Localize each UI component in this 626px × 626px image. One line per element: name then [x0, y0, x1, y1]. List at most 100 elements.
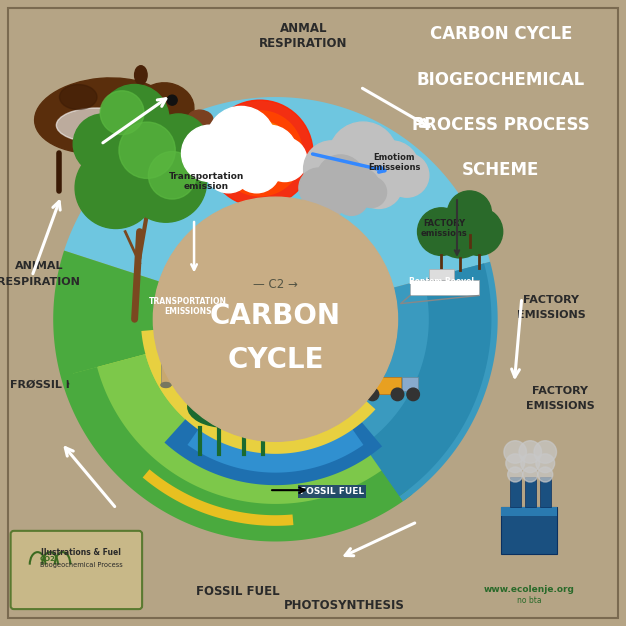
Ellipse shape [188, 387, 263, 427]
Text: ANMAL: ANMAL [280, 22, 327, 34]
Circle shape [341, 168, 380, 208]
Bar [360, 377, 401, 394]
Bar [501, 507, 557, 516]
Circle shape [205, 145, 252, 193]
Circle shape [167, 95, 177, 105]
Polygon shape [67, 367, 408, 535]
Circle shape [207, 106, 275, 175]
Circle shape [434, 205, 486, 258]
Text: FOSSIL FUEL: FOSSIL FUEL [196, 585, 280, 598]
Text: FACTORY: FACTORY [532, 386, 588, 396]
Text: FOSSIL FUEL: FOSSIL FUEL [300, 487, 364, 496]
Ellipse shape [161, 382, 171, 387]
Circle shape [356, 177, 386, 208]
Circle shape [100, 91, 144, 135]
Polygon shape [53, 250, 413, 541]
Ellipse shape [56, 108, 138, 143]
Circle shape [506, 454, 525, 473]
Text: FACTORY: FACTORY [523, 295, 579, 305]
Bar [429, 269, 454, 280]
Text: — C2 →: — C2 → [253, 279, 298, 291]
Circle shape [508, 467, 523, 482]
Text: www.ecolenje.org: www.ecolenje.org [483, 585, 575, 594]
Polygon shape [165, 405, 382, 485]
Circle shape [148, 151, 196, 199]
Circle shape [315, 182, 349, 215]
Text: Ilustrations & Fuel: Ilustrations & Fuel [41, 548, 121, 557]
Bar [525, 477, 536, 507]
Circle shape [391, 388, 404, 401]
Circle shape [504, 441, 526, 463]
Circle shape [100, 85, 169, 153]
Text: Boogeochemical Process: Boogeochemical Process [40, 562, 123, 568]
Circle shape [521, 454, 540, 473]
Circle shape [119, 122, 175, 178]
Text: CYCLE: CYCLE [227, 346, 324, 374]
Circle shape [233, 145, 280, 193]
Circle shape [94, 110, 188, 203]
Text: FACTORY
emissions: FACTORY emissions [421, 219, 468, 238]
Circle shape [523, 467, 538, 482]
Polygon shape [73, 354, 404, 529]
Text: EMISSIONS: EMISSIONS [526, 401, 595, 411]
Circle shape [363, 141, 419, 197]
Circle shape [217, 111, 302, 196]
Polygon shape [346, 262, 498, 501]
Text: Transportation
emission: Transportation emission [169, 172, 244, 191]
Polygon shape [64, 97, 490, 288]
Ellipse shape [34, 78, 172, 154]
Bar [540, 477, 551, 507]
Bar [510, 477, 521, 507]
Circle shape [418, 208, 465, 255]
Circle shape [246, 140, 274, 167]
Ellipse shape [161, 342, 171, 347]
Circle shape [263, 138, 307, 182]
Circle shape [182, 125, 238, 182]
FancyBboxPatch shape [11, 531, 142, 609]
Circle shape [75, 147, 156, 228]
Bar [501, 507, 557, 554]
Text: BIOGEOCHEMICAL: BIOGEOCHEMICAL [417, 71, 585, 88]
Circle shape [455, 208, 503, 255]
Bar [161, 344, 171, 385]
Text: Emotiom
Emisseions: Emotiom Emisseions [368, 153, 421, 172]
Circle shape [241, 125, 297, 182]
Text: CARBON: CARBON [210, 302, 341, 330]
Circle shape [519, 441, 541, 463]
Text: Bentem Beevel: Bentem Beevel [409, 277, 474, 286]
Text: EMISSIONS: EMISSIONS [516, 310, 585, 320]
Bar [402, 377, 418, 391]
Circle shape [385, 153, 429, 197]
Bar [410, 280, 479, 295]
Text: no bta: no bta [516, 597, 541, 605]
Text: ANIMAL: ANIMAL [14, 261, 63, 271]
Polygon shape [364, 264, 491, 496]
Circle shape [227, 121, 292, 186]
Text: PROCESS PROCESS: PROCESS PROCESS [412, 116, 590, 133]
Circle shape [304, 141, 360, 197]
Text: RESPIRATION: RESPIRATION [259, 38, 348, 50]
Circle shape [355, 161, 403, 208]
Ellipse shape [135, 66, 147, 85]
Circle shape [316, 155, 364, 203]
Circle shape [329, 122, 398, 191]
Bar [177, 344, 187, 385]
Ellipse shape [177, 382, 187, 387]
Circle shape [73, 114, 133, 174]
Ellipse shape [188, 110, 213, 128]
Circle shape [407, 388, 419, 401]
Circle shape [536, 454, 555, 473]
Text: PHOTOSYNTHESIS: PHOTOSYNTHESIS [284, 600, 405, 612]
Text: TRANSPORTATION
EMISSIONS: TRANSPORTATION EMISSIONS [149, 297, 227, 316]
Circle shape [250, 382, 288, 419]
Polygon shape [97, 351, 389, 504]
Circle shape [534, 441, 557, 463]
Circle shape [538, 467, 553, 482]
Circle shape [366, 388, 379, 401]
Polygon shape [143, 470, 294, 526]
Circle shape [237, 131, 282, 176]
Polygon shape [141, 330, 376, 454]
Circle shape [207, 100, 313, 207]
Circle shape [327, 161, 374, 208]
Text: FRØSSIL FUEL: FRØSSIL FUEL [10, 380, 96, 390]
